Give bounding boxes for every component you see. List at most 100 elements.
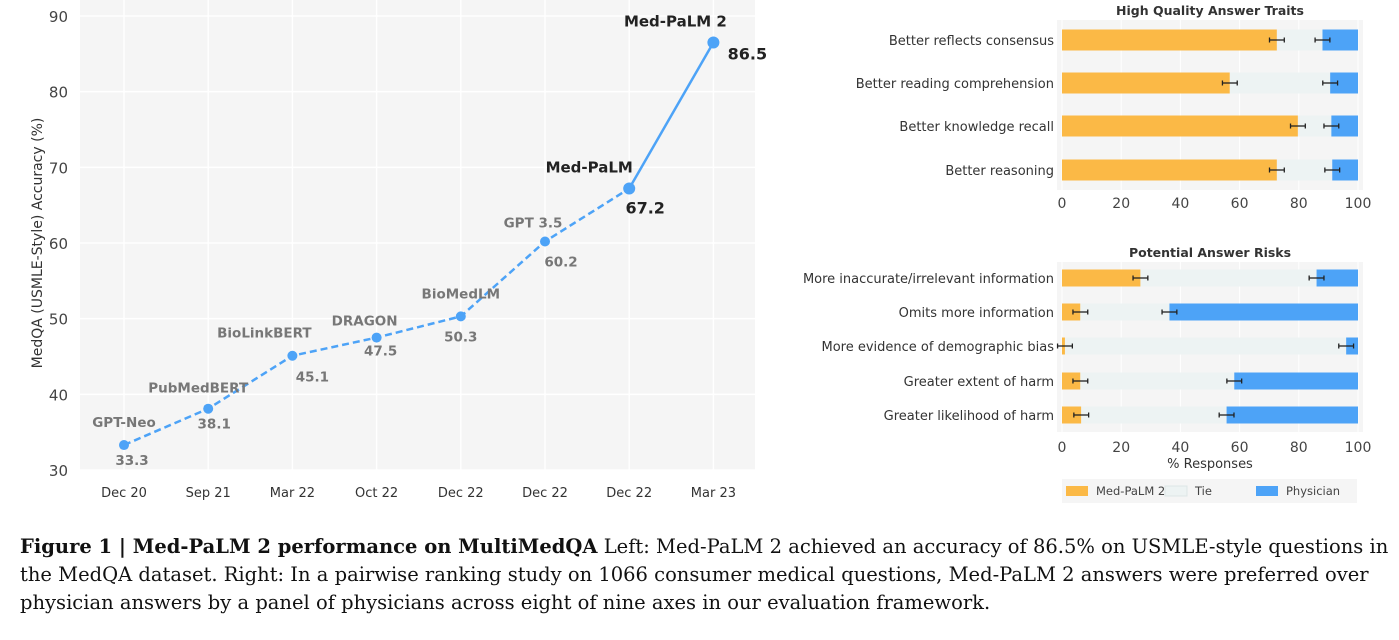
category-label: Better reading comprehension	[856, 77, 1054, 92]
data-point	[203, 403, 214, 414]
caption-text: Left: Med-PaLM 2 achieved an accuracy of…	[20, 535, 1389, 614]
value-label: 86.5	[728, 44, 767, 63]
model-label: BioMedLM	[422, 286, 500, 302]
x-tick-label: 20	[1112, 196, 1130, 212]
legend-swatch	[1066, 486, 1088, 496]
legend-label: Tie	[1194, 484, 1212, 498]
bar-segment-physician	[1169, 303, 1358, 321]
x-tick-label: Mar 23	[691, 486, 736, 501]
bar-segment-med-palm-2	[1062, 159, 1277, 181]
bar-segment-tie	[1276, 29, 1323, 51]
model-label: PubMedBERT	[148, 381, 249, 397]
bar-segment-med-palm-2	[1062, 303, 1081, 321]
bar-segment-physician	[1234, 372, 1358, 390]
x-tick-label: 0	[1058, 440, 1067, 456]
x-tick-label: 100	[1345, 196, 1372, 212]
bar-segment-tie	[1140, 269, 1317, 287]
bar-segment-physician	[1330, 72, 1358, 94]
data-point	[540, 236, 550, 247]
x-tick-label: 80	[1290, 196, 1308, 212]
bar-segment-med-palm-2	[1062, 72, 1230, 94]
x-tick-label: Dec 20	[101, 486, 147, 501]
legend-box	[1062, 479, 1357, 503]
y-tick-label: 30	[49, 462, 68, 480]
x-tick-label: Dec 22	[522, 486, 568, 501]
y-tick-label: 50	[49, 311, 68, 329]
x-tick-label: 40	[1171, 440, 1189, 456]
series-line-solid	[628, 41, 715, 190]
figure-caption: Figure 1 | Med-PaLM 2 performance on Mul…	[20, 533, 1390, 617]
y-tick-label: 90	[49, 8, 68, 26]
bar-segment-med-palm-2	[1062, 269, 1141, 287]
bar-segment-tie	[1080, 303, 1170, 321]
bar-segment-physician	[1332, 159, 1358, 181]
y-tick-label: 70	[49, 159, 68, 177]
data-point	[287, 350, 298, 361]
model-label: DRAGON	[332, 314, 398, 330]
data-point	[371, 332, 382, 343]
bar-segment-med-palm-2	[1062, 372, 1081, 390]
x-axis-label: % Responses	[1167, 457, 1253, 472]
y-tick-label: 40	[49, 386, 68, 404]
category-label: More evidence of demographic bias	[821, 340, 1054, 355]
bar-segment-tie	[1064, 337, 1347, 355]
model-label: Med-PaLM	[546, 159, 633, 177]
bar-segment-physician	[1226, 406, 1358, 424]
chart-title: High Quality Answer Traits	[1116, 3, 1304, 18]
caption-label: Figure 1 | Med-PaLM 2 performance on Mul…	[20, 535, 598, 558]
x-tick-label: 80	[1290, 440, 1308, 456]
plot-background	[80, 0, 755, 470]
bar-segment-physician	[1331, 115, 1358, 137]
category-label: Better reasoning	[945, 164, 1054, 179]
data-point	[707, 36, 720, 49]
chart-title: Potential Answer Risks	[1129, 245, 1291, 260]
bar-segment-tie	[1081, 406, 1227, 424]
value-label: 50.3	[444, 329, 477, 345]
x-tick-label: 0	[1058, 196, 1067, 212]
category-label: Better reflects consensus	[889, 34, 1054, 49]
x-tick-label: Dec 22	[606, 486, 652, 501]
bar-segment-physician	[1316, 269, 1358, 287]
y-tick-label: 80	[49, 84, 68, 102]
data-point	[455, 311, 466, 322]
x-tick-label: 100	[1345, 440, 1372, 456]
x-tick-label: Oct 22	[355, 486, 398, 501]
model-label: Med-PaLM 2	[624, 12, 727, 30]
bar-segment-tie	[1229, 72, 1331, 94]
category-label: Omits more information	[899, 306, 1054, 321]
value-label: 45.1	[296, 370, 329, 386]
value-label: 60.2	[544, 254, 577, 270]
x-tick-label: Mar 22	[270, 486, 315, 501]
legend-swatch	[1164, 485, 1188, 497]
x-tick-label: 60	[1231, 440, 1249, 456]
model-label: GPT 3.5	[504, 215, 563, 231]
category-label: Greater extent of harm	[904, 375, 1054, 390]
legend-label: Med-PaLM 2	[1096, 484, 1165, 498]
value-label: 33.3	[115, 453, 148, 469]
x-tick-label: 40	[1171, 196, 1189, 212]
x-tick-label: Dec 22	[438, 486, 484, 501]
model-label: BioLinkBERT	[217, 326, 312, 342]
bar-segment-med-palm-2	[1062, 115, 1298, 137]
bar-segment-tie	[1080, 372, 1235, 390]
bar-segment-physician	[1322, 29, 1358, 51]
bar-segment-med-palm-2	[1062, 406, 1082, 424]
x-tick-label: 20	[1112, 440, 1130, 456]
bar-segment-med-palm-2	[1062, 29, 1277, 51]
legend-swatch	[1256, 486, 1278, 496]
value-label: 67.2	[625, 199, 664, 218]
y-tick-label: 60	[49, 235, 68, 253]
value-label: 47.5	[364, 344, 397, 360]
data-point	[623, 182, 636, 195]
value-label: 38.1	[198, 417, 231, 433]
x-tick-label: Sep 21	[186, 486, 231, 501]
data-point	[119, 440, 129, 451]
x-tick-label: 60	[1231, 196, 1249, 212]
legend-label: Physician	[1286, 484, 1340, 498]
y-axis-label: MedQA (USMLE-Style) Accuracy (%)	[30, 118, 46, 369]
category-label: Better knowledge recall	[899, 120, 1054, 135]
bar-segment-tie	[1297, 115, 1332, 137]
category-label: Greater likelihood of harm	[884, 409, 1054, 424]
bar-segment-tie	[1276, 159, 1333, 181]
figure: 30 40 50 60 70 80 90 Dec 20 Sep 21 Mar 22 Oct 22 De…	[30, 0, 1372, 503]
